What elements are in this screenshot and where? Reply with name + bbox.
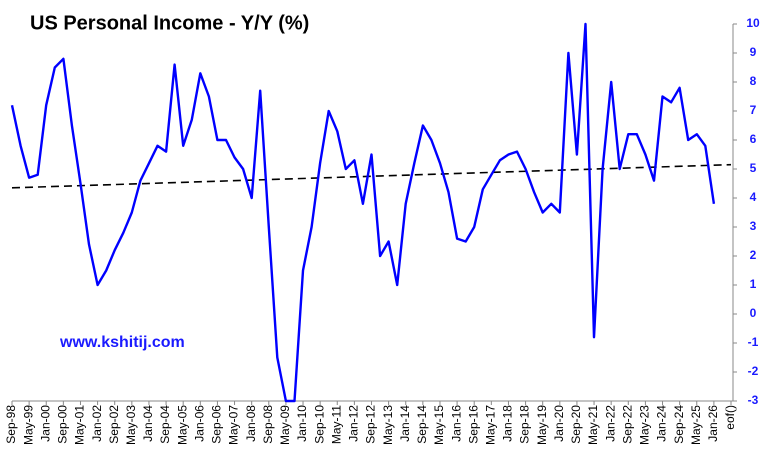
x-tick-label: Sep-16 xyxy=(466,405,480,444)
x-tick-label: Jan-22 xyxy=(603,405,617,442)
y-tick-label: 0 xyxy=(750,306,757,320)
x-tick-label: Sep-24 xyxy=(672,405,686,444)
x-tick-label: Jan-24 xyxy=(655,405,669,442)
x-tick-label: May-01 xyxy=(73,405,87,445)
x-tick-label: Jan-02 xyxy=(90,405,104,442)
y-tick-label: 8 xyxy=(750,74,757,88)
y-tick-label: 2 xyxy=(750,248,757,262)
x-tick-label: Sep-10 xyxy=(312,405,326,444)
x-tick-label: Jan-04 xyxy=(141,405,155,442)
x-tick-label: May-17 xyxy=(484,405,498,445)
x-tick-label: May-13 xyxy=(381,405,395,445)
x-tick-label: Jan-12 xyxy=(347,405,361,442)
x-tick-label: Sep-98 xyxy=(4,405,18,444)
x-tick-label: Jan-08 xyxy=(244,405,258,442)
y-tick-label: 4 xyxy=(750,190,757,204)
x-tick-label: Jan-06 xyxy=(192,405,206,442)
x-tick-label: May-99 xyxy=(21,405,35,445)
x-tick-label: May-15 xyxy=(432,405,446,445)
x-tick-label: Sep-04 xyxy=(158,405,172,444)
x-tick-label: Sep-14 xyxy=(415,405,429,444)
trend-line xyxy=(11,163,732,189)
x-tick-label: Sep-08 xyxy=(261,405,275,444)
x-tick-label: Sep-12 xyxy=(364,405,378,444)
x-tick-label: May-19 xyxy=(535,405,549,445)
x-tick-label: Sep-00 xyxy=(56,405,70,444)
y-tick-label: 10 xyxy=(746,16,760,30)
x-tick-label: May-09 xyxy=(278,405,292,445)
x-tick-label: May-23 xyxy=(638,405,652,445)
x-tick-label: May-05 xyxy=(175,405,189,445)
x-tick-label: Jan-18 xyxy=(501,405,515,442)
y-tick-label: -1 xyxy=(748,335,759,349)
y-tick-label: 1 xyxy=(750,277,757,291)
y-tick-label: -2 xyxy=(748,364,759,378)
x-tick-label: Jan-10 xyxy=(295,405,309,442)
x-tick-label: Jan-00 xyxy=(38,405,52,442)
y-tick-label: 6 xyxy=(750,132,757,146)
x-tick-label: Jan-26 xyxy=(706,405,720,442)
x-tick-label: Sep-06 xyxy=(210,405,224,444)
x-tick-label: Sep-20 xyxy=(569,405,583,444)
chart-title: US Personal Income - Y/Y (%) xyxy=(30,12,309,34)
x-tick-label: May-21 xyxy=(586,405,600,445)
y-tick-label: -3 xyxy=(748,393,759,407)
x-tick-label: May-07 xyxy=(227,405,241,445)
y-tick-label: 5 xyxy=(750,161,757,175)
x-tick-label: Jan-20 xyxy=(552,405,566,442)
annotation: www.kshitij.com xyxy=(59,334,185,351)
x-tick-label: May-11 xyxy=(329,405,343,444)
x-tick-label: Sep-22 xyxy=(620,405,634,444)
data-line xyxy=(10,22,716,403)
y-tick-label: 9 xyxy=(750,45,757,59)
x-tick-label: Sep-18 xyxy=(518,405,532,444)
y-tick-label: 3 xyxy=(750,219,757,233)
x-tick-label: eof() xyxy=(723,405,737,430)
x-tick-label: May-25 xyxy=(689,405,703,445)
x-tick-label: May-03 xyxy=(124,405,138,445)
x-tick-label: Sep-02 xyxy=(107,405,121,444)
x-tick-label: Jan-16 xyxy=(449,405,463,442)
x-tick-label: Jan-14 xyxy=(398,405,412,442)
y-tick-label: 7 xyxy=(750,103,757,117)
